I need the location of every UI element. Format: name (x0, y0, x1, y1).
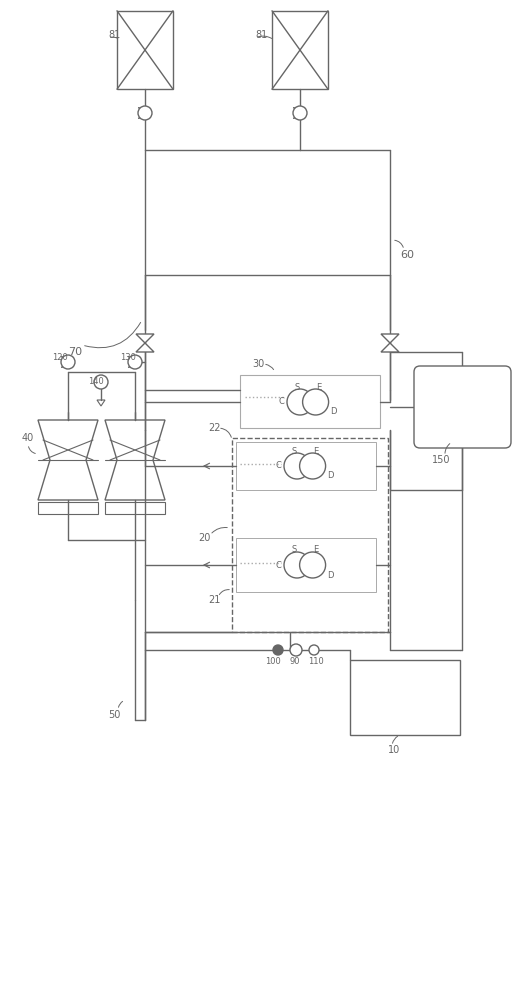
Circle shape (290, 644, 302, 656)
Text: E: E (313, 446, 318, 456)
Text: S: S (291, 546, 297, 554)
Text: 81: 81 (255, 30, 267, 40)
Polygon shape (136, 334, 154, 343)
Circle shape (303, 389, 329, 415)
Bar (240, 375, 380, 428)
Text: D: D (331, 408, 337, 416)
Polygon shape (97, 400, 105, 406)
Text: 70: 70 (68, 347, 82, 357)
Circle shape (299, 453, 326, 479)
Bar (236, 538, 376, 592)
Text: 21: 21 (208, 595, 221, 605)
Bar (236, 442, 376, 490)
Circle shape (273, 645, 283, 655)
Text: D: D (327, 570, 334, 580)
Text: E: E (316, 382, 321, 391)
Text: 20: 20 (198, 533, 211, 543)
Text: 50: 50 (108, 710, 121, 720)
Text: 22: 22 (208, 423, 221, 433)
Text: 130: 130 (120, 353, 136, 361)
FancyBboxPatch shape (414, 366, 511, 448)
Bar (232, 438, 388, 632)
Bar (105, 502, 165, 514)
Text: D: D (327, 472, 334, 481)
Text: C: C (275, 462, 281, 471)
Text: 60: 60 (400, 250, 414, 260)
Text: 30: 30 (252, 359, 264, 369)
Text: 140: 140 (88, 377, 104, 386)
Bar (272, 11, 328, 89)
Circle shape (94, 375, 108, 389)
Circle shape (293, 106, 307, 120)
Text: 100: 100 (265, 658, 281, 666)
Text: S: S (294, 382, 299, 391)
Polygon shape (38, 420, 98, 500)
Polygon shape (381, 334, 399, 343)
Circle shape (309, 645, 319, 655)
Circle shape (299, 552, 326, 578)
Text: S: S (291, 446, 297, 456)
Bar (350, 660, 460, 735)
Text: C: C (278, 397, 284, 406)
Text: 10: 10 (388, 745, 400, 755)
Circle shape (284, 552, 310, 578)
Circle shape (128, 355, 142, 369)
Text: 110: 110 (308, 658, 324, 666)
Circle shape (61, 355, 75, 369)
Text: 150: 150 (432, 455, 451, 465)
Polygon shape (381, 343, 399, 352)
Bar (117, 11, 173, 89)
Text: 40: 40 (22, 433, 34, 443)
Circle shape (284, 453, 310, 479)
Text: C: C (275, 560, 281, 570)
Bar (38, 502, 98, 514)
Text: 90: 90 (290, 658, 300, 666)
Circle shape (287, 389, 313, 415)
Polygon shape (105, 420, 165, 500)
Circle shape (138, 106, 152, 120)
Text: 120: 120 (52, 353, 68, 361)
Polygon shape (136, 343, 154, 352)
Text: E: E (313, 546, 318, 554)
Text: 81: 81 (108, 30, 120, 40)
